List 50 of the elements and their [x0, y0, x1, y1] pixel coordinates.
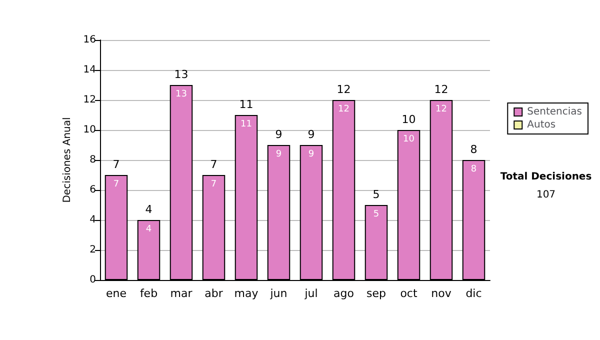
data-label: 8 — [470, 164, 477, 174]
data-label: 12 — [436, 104, 447, 114]
data-label: 12 — [338, 104, 350, 114]
text: Total Decisiones — [500, 172, 592, 182]
data-label: 4 — [146, 224, 152, 234]
legend-label: Sentencias — [527, 106, 582, 118]
total-label: 13 — [174, 68, 188, 81]
y-tick-label: 14 — [83, 64, 96, 76]
x-tick-label: dic — [466, 287, 482, 300]
x-tick-label: jun — [269, 287, 288, 300]
y-tick-label: 2 — [90, 244, 96, 256]
y-axis-title: Decisiones Anual — [62, 117, 73, 203]
y-tick-label: 8 — [90, 154, 96, 166]
y-tick-label: 12 — [83, 94, 96, 106]
x-tick-label: nov — [431, 287, 452, 300]
data-label: 9 — [308, 150, 314, 160]
total-label: 10 — [402, 113, 416, 126]
total-label: 9 — [308, 128, 315, 141]
data-label: 9 — [276, 150, 282, 160]
total-label: 7 — [112, 158, 120, 171]
x-tick-label: mar — [170, 287, 193, 300]
x-tick-label: ene — [106, 287, 127, 300]
y-tick-label: 0 — [90, 274, 96, 286]
data-label: 10 — [403, 134, 415, 144]
x-tick-label: feb — [140, 287, 158, 300]
total-label: 7 — [210, 158, 218, 171]
y-tick-label: 4 — [90, 214, 96, 226]
y-tick-label: 16 — [83, 34, 96, 46]
total-label: 5 — [372, 188, 380, 201]
total-label: 12 — [336, 83, 351, 96]
x-tick-label: sep — [366, 287, 386, 300]
y-tick-label: 10 — [83, 124, 96, 136]
data-label: 13 — [176, 90, 187, 100]
x-tick-label: oct — [400, 287, 418, 300]
data-label: 7 — [210, 180, 217, 190]
total-label: 9 — [275, 128, 282, 141]
total-label: 12 — [434, 83, 448, 96]
total-label: 11 — [239, 98, 254, 111]
x-tick-label: may — [234, 287, 259, 300]
x-tick-label: jul — [304, 287, 318, 300]
data-label: 5 — [373, 210, 380, 220]
data-label: 11 — [240, 120, 252, 130]
x-tick-label: abr — [204, 287, 224, 300]
total-label: 4 — [145, 203, 152, 216]
y-tick-label: 6 — [90, 184, 96, 196]
data-label: 7 — [113, 180, 120, 190]
text: 107 — [536, 190, 556, 200]
total-label: 8 — [470, 143, 478, 156]
legend-label: Autos — [527, 120, 556, 130]
x-tick-label: ago — [334, 287, 354, 300]
